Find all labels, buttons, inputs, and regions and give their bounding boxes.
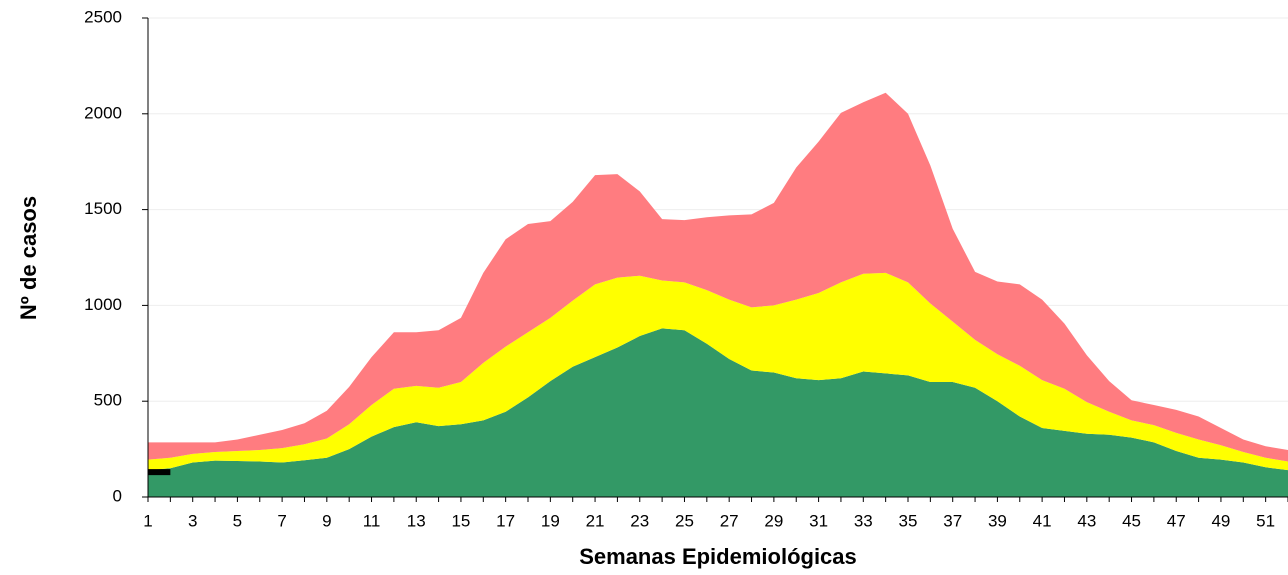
- y-tick-label: 2000: [84, 103, 122, 122]
- x-tick-label: 11: [363, 511, 381, 530]
- x-tick-label: 43: [1077, 511, 1096, 530]
- x-tick-label: 31: [809, 511, 828, 530]
- x-tick-label: 13: [407, 511, 426, 530]
- x-tick-label: 45: [1122, 511, 1141, 530]
- x-tick-label: 21: [586, 511, 605, 530]
- y-tick-label: 2500: [84, 7, 122, 26]
- x-tick-label: 17: [496, 511, 515, 530]
- y-tick-label: 1500: [84, 199, 122, 218]
- x-axis-label: Semanas Epidemiológicas: [579, 544, 857, 569]
- x-tick-label: 47: [1167, 511, 1186, 530]
- x-tick-label: 15: [451, 511, 470, 530]
- x-tick-label: 19: [541, 511, 560, 530]
- y-tick-label: 500: [94, 391, 122, 410]
- x-tick-label: 51: [1256, 511, 1275, 530]
- area: [148, 92, 1288, 462]
- x-tick-label: 3: [188, 511, 197, 530]
- x-tick-label: 5: [233, 511, 242, 530]
- x-tick-label: 39: [988, 511, 1007, 530]
- x-tick-label: 27: [720, 511, 739, 530]
- y-tick-label: 1000: [84, 295, 122, 314]
- x-tick-label: 37: [943, 511, 962, 530]
- x-tick-label: 1: [143, 511, 152, 530]
- y-axis-label: Nº de casos: [16, 196, 41, 320]
- x-tick-label: 35: [899, 511, 918, 530]
- x-tick-label: 23: [630, 511, 649, 530]
- area: [148, 328, 1288, 497]
- x-tick-label: 25: [675, 511, 694, 530]
- y-tick-label: 0: [113, 486, 122, 505]
- x-tick-label: 49: [1211, 511, 1230, 530]
- x-tick-label: 7: [277, 511, 286, 530]
- area: [148, 272, 1288, 471]
- x-tick-label: 9: [322, 511, 331, 530]
- x-tick-label: 41: [1033, 511, 1052, 530]
- x-tick-label: 33: [854, 511, 873, 530]
- x-tick-label: 29: [764, 511, 783, 530]
